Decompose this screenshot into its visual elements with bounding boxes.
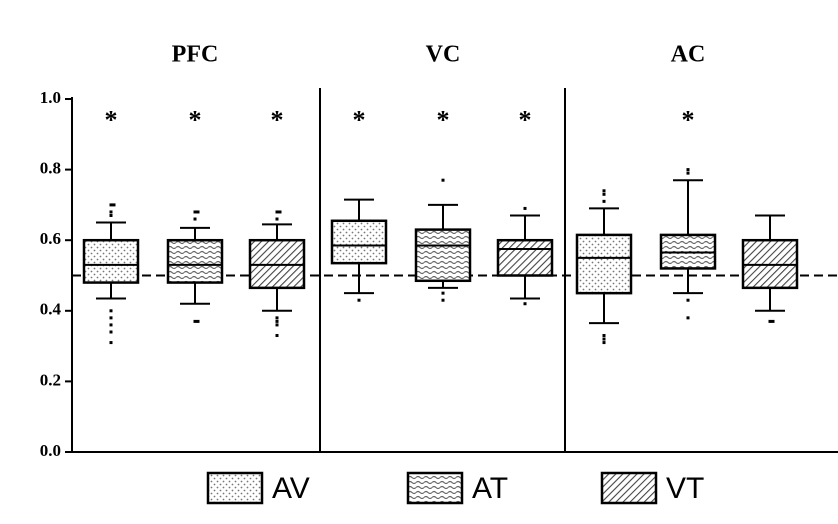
outlier bbox=[275, 210, 279, 214]
significance-marker: * bbox=[437, 106, 450, 135]
y-tick-label: 0.0 bbox=[40, 441, 61, 460]
outlier bbox=[441, 298, 445, 302]
outlier bbox=[275, 319, 279, 323]
outlier bbox=[109, 330, 113, 334]
outlier bbox=[278, 210, 282, 214]
outlier bbox=[193, 217, 197, 221]
legend-label: AT bbox=[472, 472, 508, 505]
outlier bbox=[686, 171, 690, 175]
outlier bbox=[686, 298, 690, 302]
outlier bbox=[109, 309, 113, 313]
panel-title: VC bbox=[426, 42, 461, 68]
legend-label: VT bbox=[666, 472, 704, 505]
outlier bbox=[602, 334, 606, 338]
outlier bbox=[523, 302, 527, 306]
outlier bbox=[275, 323, 279, 327]
y-tick-label: 0.4 bbox=[40, 300, 62, 319]
legend-label: AV bbox=[272, 472, 310, 505]
outlier bbox=[193, 319, 197, 323]
y-tick-label: 0.6 bbox=[40, 229, 61, 248]
outlier bbox=[109, 316, 113, 320]
box bbox=[414, 228, 472, 283]
panel-title: PFC bbox=[172, 42, 219, 68]
outlier bbox=[109, 203, 113, 207]
outlier bbox=[523, 206, 527, 210]
outlier bbox=[441, 178, 445, 182]
outlier bbox=[686, 168, 690, 172]
outlier bbox=[112, 203, 116, 207]
outlier bbox=[109, 341, 113, 345]
outlier bbox=[602, 341, 606, 345]
box bbox=[82, 238, 140, 284]
box bbox=[575, 233, 633, 295]
outlier bbox=[109, 213, 113, 217]
box bbox=[496, 238, 554, 277]
significance-marker: * bbox=[271, 106, 284, 135]
outlier bbox=[768, 319, 772, 323]
significance-marker: * bbox=[519, 106, 532, 135]
y-tick-label: 1.0 bbox=[40, 88, 61, 107]
significance-marker: * bbox=[353, 106, 366, 135]
outlier bbox=[196, 319, 200, 323]
outlier bbox=[275, 217, 279, 221]
outlier bbox=[275, 334, 279, 338]
outlier bbox=[196, 210, 200, 214]
legend-swatch bbox=[406, 471, 464, 505]
box bbox=[330, 219, 388, 265]
box bbox=[166, 238, 224, 284]
significance-marker: * bbox=[189, 106, 202, 135]
significance-marker: * bbox=[682, 106, 695, 135]
legend-swatch bbox=[600, 471, 658, 505]
outlier bbox=[193, 210, 197, 214]
outlier bbox=[686, 316, 690, 320]
y-tick-label: 0.2 bbox=[40, 370, 61, 389]
significance-marker: * bbox=[105, 106, 118, 135]
outlier bbox=[109, 210, 113, 214]
outlier bbox=[109, 323, 113, 327]
outlier bbox=[602, 189, 606, 193]
legend-swatch bbox=[206, 471, 264, 505]
outlier bbox=[602, 199, 606, 203]
outlier bbox=[602, 337, 606, 341]
outlier bbox=[602, 192, 606, 196]
outlier bbox=[771, 319, 775, 323]
outlier bbox=[357, 298, 361, 302]
y-tick-label: 0.8 bbox=[40, 159, 61, 178]
outlier bbox=[441, 291, 445, 295]
panel-title: AC bbox=[671, 42, 706, 68]
outlier bbox=[275, 316, 279, 320]
